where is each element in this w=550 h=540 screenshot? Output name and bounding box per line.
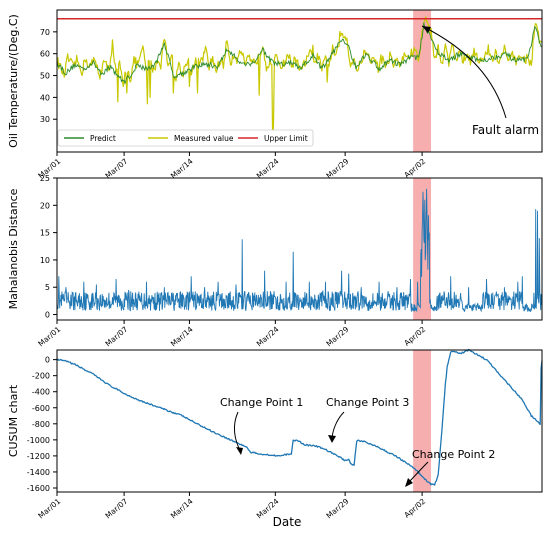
change-point-3-label: Change Point 3	[326, 396, 409, 409]
x-tick-label: Mar/01	[36, 496, 62, 520]
x-tick-label: Mar/29	[325, 156, 351, 180]
series-measured-value	[56, 16, 543, 146]
x-tick-label: Mar/14	[169, 156, 195, 180]
y-axis-label-mahalanobis: Mahalanobis Distance	[7, 188, 20, 309]
fault-highlight-band	[413, 350, 432, 492]
x-tick-label: Mar/07	[104, 156, 130, 180]
y-tick-label: -1400	[27, 468, 50, 477]
y-tick-label: -1600	[27, 484, 50, 493]
y-tick-label: 70	[40, 28, 50, 37]
y-tick-label: -1000	[27, 436, 50, 445]
x-tick-label: Apr/02	[402, 496, 427, 519]
panel-mahalanobis: 0 5 10 15 20 25 Mar/01 Mar/07 Mar/14 Mar/24 Mar/29…	[7, 174, 543, 348]
fault-alarm-label: Fault alarm	[472, 123, 539, 137]
y-tick-label: 15	[40, 229, 50, 238]
y-tick-label: 30	[40, 115, 50, 124]
y-tick-label: -600	[32, 404, 50, 413]
legend-label-predict: Predict	[90, 134, 116, 143]
y-tick-label: -800	[32, 420, 50, 429]
x-tick-label: Mar/14	[169, 324, 195, 348]
x-tick-label: Apr/02	[402, 324, 427, 347]
legend-label-upper-limit: Upper Limit	[264, 134, 308, 143]
x-tick-label: Mar/01	[36, 324, 62, 348]
y-tick-label: 20	[40, 201, 50, 210]
panel-cusum: 0 -200 -400 -600 -800 -1000 -1200 -1400 -1600 Mar…	[7, 348, 543, 529]
x-tick-label: Apr/02	[402, 156, 427, 179]
x-tick-label: Mar/14	[169, 496, 195, 520]
change-point-1-arrow	[233, 411, 242, 453]
legend: Predict Measured value Upper Limit	[57, 129, 314, 147]
y-tick-label: 0	[45, 356, 50, 365]
y-tick-label: 0	[45, 311, 50, 320]
x-tick-label: Mar/07	[104, 496, 130, 520]
y-tick-label: -200	[32, 372, 50, 381]
y-tick-label: 25	[40, 174, 50, 183]
change-point-2-label: Change Point 2	[412, 448, 495, 461]
fault-alarm-arrow	[421, 25, 507, 119]
fault-alarm-arrowhead	[422, 26, 431, 33]
change-point-1-label: Change Point 1	[220, 396, 303, 409]
y-tick-label: -400	[32, 388, 50, 397]
series-cusum	[56, 348, 543, 486]
x-tick-label: Mar/07	[104, 324, 130, 348]
axes-frame-mahalanobis	[56, 177, 543, 321]
y-tick-label: 50	[40, 72, 50, 81]
x-tick-label: Mar/24	[255, 156, 281, 180]
change-point-2-arrowhead	[405, 478, 413, 487]
series-predict	[56, 22, 543, 85]
change-point-1-arrowhead	[236, 447, 243, 455]
x-tick-label: Mar/29	[325, 496, 351, 520]
y-tick-label: 5	[45, 283, 50, 292]
legend-label-measured: Measured value	[174, 134, 234, 143]
series-mahalanobis-distance	[56, 188, 543, 313]
change-point-3-arrowhead	[328, 435, 336, 443]
y-axis-label-cusum: CUSUM chart	[7, 384, 20, 457]
y-axis-label-oil-temperature: Oil Temperature/(Deg.C)	[7, 14, 20, 148]
y-tick-label: 40	[40, 93, 50, 102]
axes-frame-oil-temperature	[56, 9, 543, 153]
y-tick-label: -1200	[27, 452, 50, 461]
axes-frame-cusum	[56, 349, 543, 493]
fault-highlight-band	[413, 10, 432, 152]
x-tick-label: Mar/24	[255, 324, 281, 348]
y-tick-label: 10	[40, 256, 50, 265]
y-tick-label: 60	[40, 50, 50, 59]
x-tick-label: Mar/29	[325, 324, 351, 348]
x-axis-label-date: Date	[273, 515, 302, 529]
